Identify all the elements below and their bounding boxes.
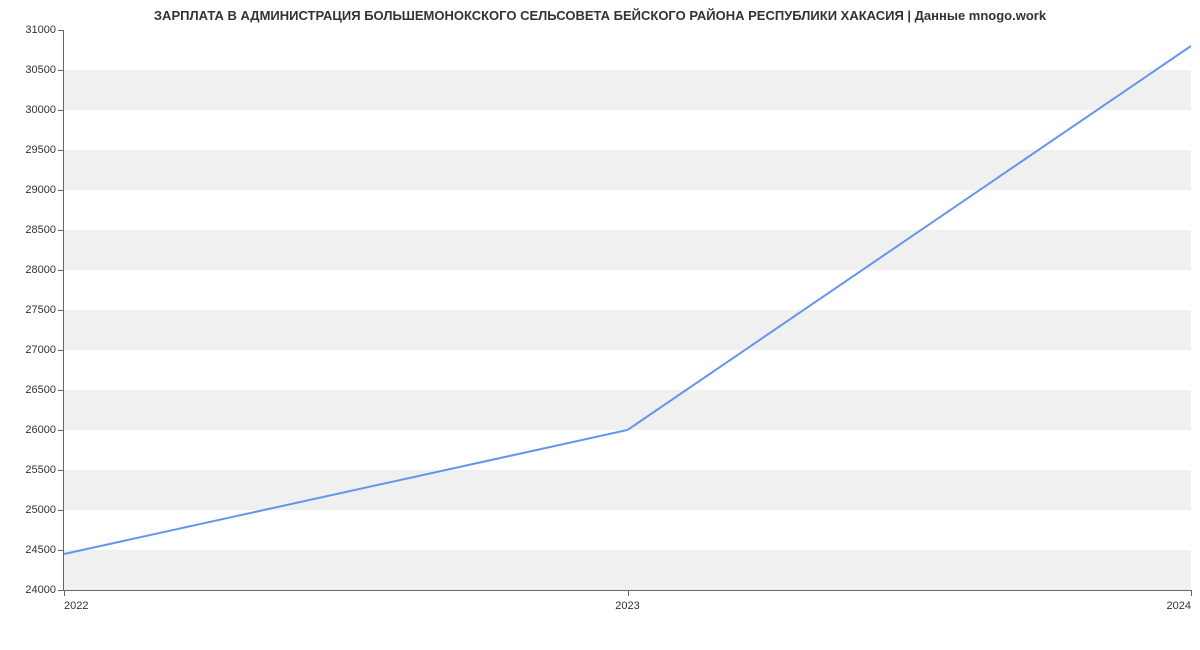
- x-tick-label: 2023: [615, 600, 639, 612]
- salary-line-chart: ЗАРПЛАТА В АДМИНИСТРАЦИЯ БОЛЬШЕМОНОКСКОГ…: [0, 0, 1200, 650]
- x-tick-label: 2024: [1167, 600, 1191, 612]
- line-series: [64, 30, 1191, 590]
- x-tick-mark: [64, 590, 65, 596]
- series-line: [64, 46, 1191, 554]
- chart-title: ЗАРПЛАТА В АДМИНИСТРАЦИЯ БОЛЬШЕМОНОКСКОГ…: [0, 8, 1200, 23]
- x-tick-mark: [1191, 590, 1192, 596]
- x-tick-mark: [628, 590, 629, 596]
- plot-area: 2400024500250002550026000265002700027500…: [63, 30, 1191, 591]
- x-tick-label: 2022: [64, 600, 88, 612]
